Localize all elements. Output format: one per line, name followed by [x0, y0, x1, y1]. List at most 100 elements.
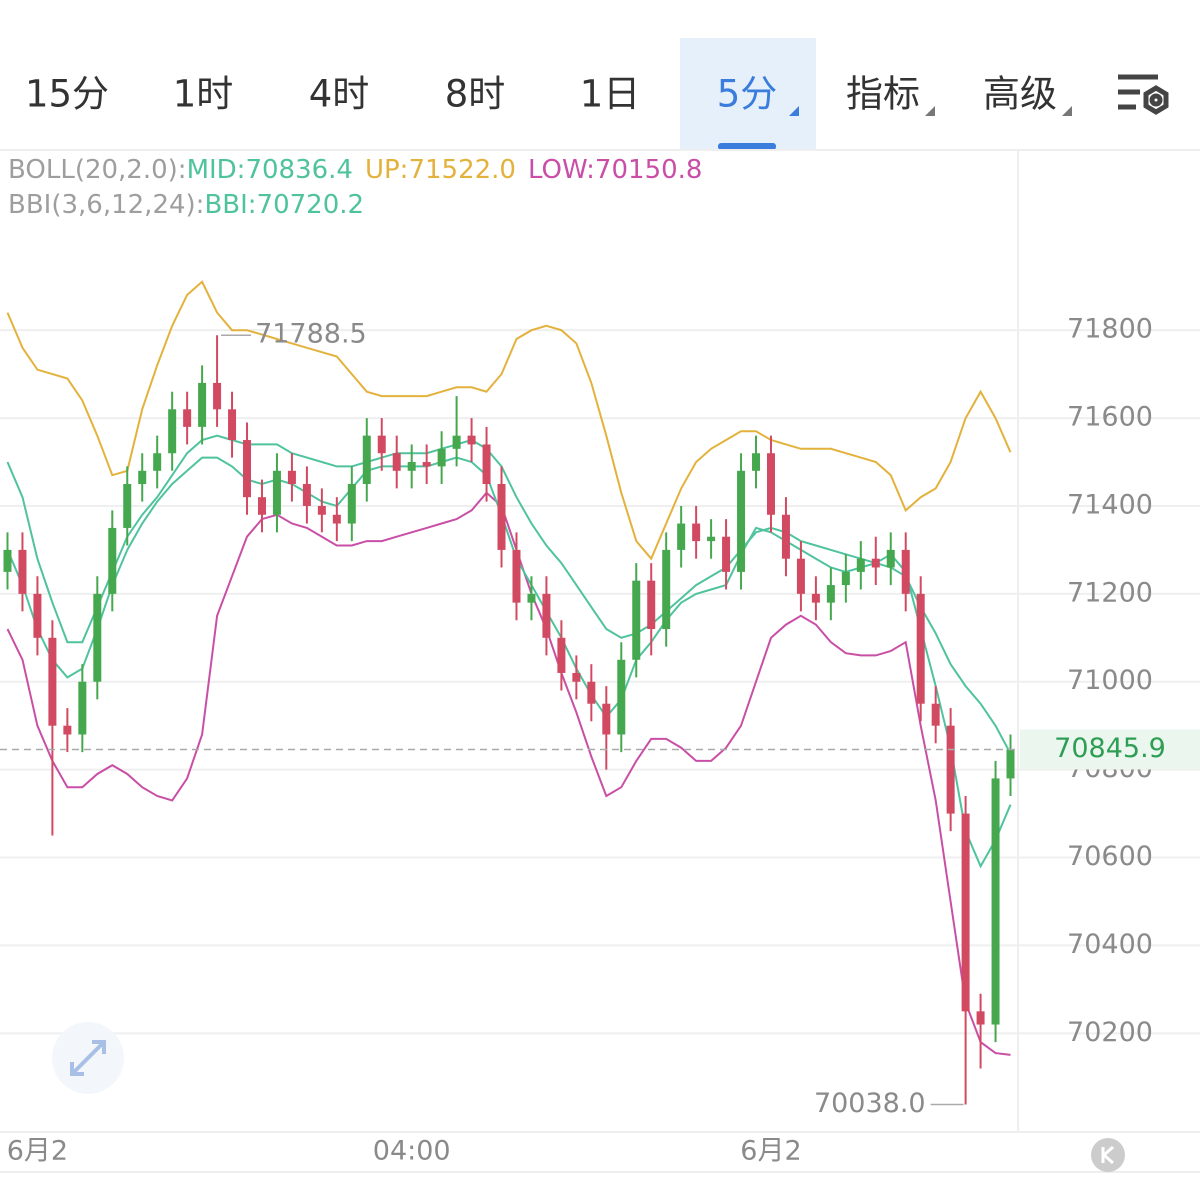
y-tick-label: 71400: [1067, 489, 1153, 520]
icon-dot: [1149, 93, 1163, 107]
candles: [3, 335, 1015, 1105]
candle-body: [856, 558, 865, 572]
candle-body: [108, 527, 117, 594]
y-tick-label: 70400: [1067, 929, 1153, 960]
candle-body: [796, 558, 805, 594]
settings-icon[interactable]: [1118, 74, 1169, 115]
candle-body: [78, 681, 87, 735]
x-axis: 6月2 04:00 6月2: [7, 1136, 802, 1167]
candle-body: [617, 659, 626, 735]
candle-body: [243, 440, 252, 498]
tab-bar: 15分 1时 4时 8时 1日 5分 指标 高级: [25, 38, 1072, 150]
tab[interactable]: 15分: [25, 73, 109, 116]
candle-body: [886, 549, 895, 568]
dropdown-caret: [1062, 106, 1072, 116]
candle-body: [168, 409, 177, 454]
candle-body: [766, 453, 775, 515]
candle-body: [407, 462, 416, 471]
candle-body: [901, 549, 910, 594]
candle-body: [961, 813, 970, 1012]
max-label: 71788.5: [255, 319, 367, 350]
y-tick-label: 70600: [1067, 841, 1153, 872]
candle-body: [662, 549, 671, 630]
candle-body: [871, 558, 880, 568]
candle-body: [587, 681, 596, 704]
dropdown-caret: [789, 106, 799, 116]
candle-body: [781, 514, 790, 559]
tab[interactable]: 高级: [983, 73, 1057, 116]
candle-body: [647, 580, 656, 630]
candle-body: [213, 382, 222, 410]
candle-body: [692, 523, 701, 542]
candle-body: [722, 536, 731, 572]
candle-body: [946, 725, 955, 814]
tab[interactable]: 5分: [717, 73, 778, 116]
indicator-line: [6, 491, 1011, 1056]
candle-body: [557, 637, 566, 673]
candle-body: [183, 409, 192, 427]
tab[interactable]: 指标: [846, 73, 920, 116]
x-tick-label: 04:00: [373, 1136, 451, 1167]
y-tick-label: 71000: [1067, 665, 1153, 696]
tab[interactable]: 8时: [445, 73, 506, 116]
indicator-lines: [6, 280, 1012, 1056]
candle-body: [422, 462, 431, 467]
y-tick-label: 71600: [1067, 402, 1153, 433]
last-price-bg: [1020, 729, 1200, 770]
candle-body: [527, 593, 536, 603]
candle-body: [48, 637, 57, 726]
tab[interactable]: 4时: [309, 73, 370, 116]
legend-row: BBI(3,6,12,24):BBI:70720.2: [8, 190, 364, 220]
legend-item: MID:70836.4: [187, 155, 353, 185]
candle-body: [257, 497, 266, 515]
icon-hex: [1143, 85, 1169, 115]
tab[interactable]: 1日: [580, 73, 641, 116]
candle-body: [3, 549, 12, 572]
candle-body: [737, 470, 746, 572]
candle-body: [826, 585, 835, 603]
candle-body: [123, 483, 132, 528]
candle-body: [317, 505, 326, 515]
candle-body: [752, 453, 761, 471]
candle-body: [931, 703, 940, 726]
candle-body: [437, 448, 446, 467]
tab[interactable]: 1时: [173, 73, 234, 116]
legend-item: UP:71522.0: [365, 155, 516, 185]
candle-body: [452, 435, 461, 449]
candle-body: [272, 470, 281, 515]
y-tick-label: 71800: [1067, 314, 1153, 345]
candle-body: [632, 580, 641, 660]
candle-body: [467, 435, 476, 445]
legend-indicator: BOLL(20,2.0):: [8, 155, 187, 185]
indicator-line: [6, 280, 1012, 561]
candle-body: [976, 1011, 985, 1025]
x-tick-label: 6月2: [7, 1136, 68, 1167]
k-icon: [1101, 1145, 1114, 1165]
button-bg: [1091, 1138, 1125, 1172]
candle-body: [332, 514, 341, 524]
candle-body: [392, 453, 401, 471]
legend-indicator: BBI(3,6,12,24):: [8, 190, 204, 220]
candle-body: [482, 444, 491, 484]
expand-button[interactable]: [52, 1022, 124, 1094]
candle-body: [1006, 749, 1015, 779]
candle-body: [542, 593, 551, 638]
candle-body: [916, 593, 925, 704]
candle-body: [841, 571, 850, 586]
active-tab-indicator: [718, 143, 776, 150]
legend-row: BOLL(20,2.0):MID:70836.4 UP:71522.0 LOW:70…: [8, 155, 702, 185]
x-tick-label: 6月2: [740, 1136, 801, 1167]
candle-body: [287, 470, 296, 484]
candle-body: [377, 435, 386, 454]
candle-body: [347, 483, 356, 524]
dropdown-caret: [925, 106, 935, 116]
candle-body: [153, 453, 162, 471]
candle-body: [362, 435, 371, 484]
candle-body: [302, 483, 311, 506]
candle-body: [572, 672, 581, 682]
candle-body: [677, 523, 686, 550]
k-button[interactable]: [1091, 1138, 1125, 1172]
candle-body: [33, 593, 42, 638]
